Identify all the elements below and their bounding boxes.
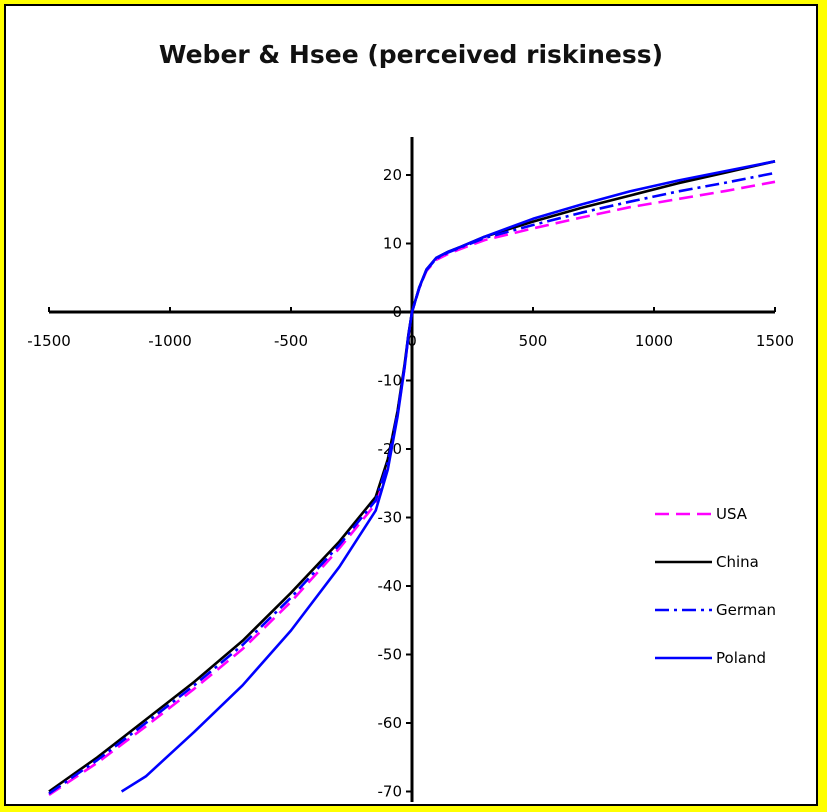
series-layer bbox=[48, 160, 776, 796]
axes: -1500 -1000 -500 0 500 1000 150020100-10-20-30… bbox=[27, 137, 794, 802]
x-tick-label: 0 bbox=[407, 332, 417, 350]
legend-label-china: China bbox=[716, 553, 759, 571]
y-tick-label: -50 bbox=[378, 646, 403, 664]
x-tick-label: -1000 bbox=[148, 332, 192, 350]
x-tick-label: 1000 bbox=[635, 332, 673, 350]
legend-label-usa: USA bbox=[716, 505, 748, 523]
y-tick-label: 10 bbox=[383, 235, 402, 253]
series-line-poland bbox=[120, 160, 776, 793]
y-tick-label: -10 bbox=[378, 372, 403, 390]
x-tick-label: -500 bbox=[274, 332, 308, 350]
legend-label-poland: Poland bbox=[716, 649, 766, 667]
y-tick-label: 20 bbox=[383, 166, 402, 184]
x-tick-label: 1500 bbox=[756, 332, 794, 350]
y-tick-label: -60 bbox=[378, 714, 403, 732]
x-tick-label: 500 bbox=[519, 332, 548, 350]
x-tick-label: -1500 bbox=[27, 332, 71, 350]
y-tick-label: 0 bbox=[392, 303, 402, 321]
y-tick-label: -40 bbox=[378, 577, 403, 595]
legend: USA China German Poland bbox=[655, 505, 776, 667]
legend-label-german: German bbox=[716, 601, 776, 619]
y-tick-label: -70 bbox=[378, 783, 403, 801]
chart-title: Weber & Hsee (perceived riskiness) bbox=[158, 40, 664, 69]
y-tick-label: -30 bbox=[378, 509, 403, 527]
